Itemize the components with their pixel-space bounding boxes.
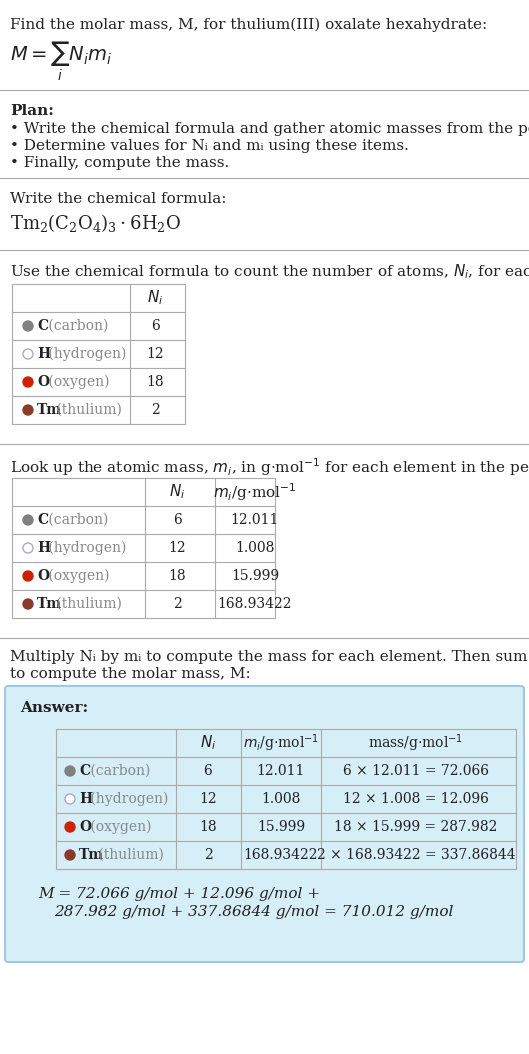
Bar xyxy=(56,729,516,868)
Bar xyxy=(12,284,185,424)
Text: C: C xyxy=(37,319,48,333)
Circle shape xyxy=(23,515,33,525)
Text: 12.011: 12.011 xyxy=(257,764,305,778)
Text: 15.999: 15.999 xyxy=(257,820,305,834)
Circle shape xyxy=(65,822,75,832)
Text: 2: 2 xyxy=(204,848,212,862)
Text: $M = \sum_i N_i m_i$: $M = \sum_i N_i m_i$ xyxy=(10,40,112,83)
Text: 1.008: 1.008 xyxy=(235,541,275,555)
Text: 2: 2 xyxy=(151,403,159,417)
Text: 12: 12 xyxy=(146,347,164,362)
Circle shape xyxy=(65,794,75,804)
Text: 6: 6 xyxy=(204,764,212,778)
Text: $m_i$/g$\cdot$mol$^{-1}$: $m_i$/g$\cdot$mol$^{-1}$ xyxy=(243,733,319,754)
Circle shape xyxy=(23,349,33,359)
Text: 1.008: 1.008 xyxy=(261,792,300,806)
Text: Use the chemical formula to count the number of atoms, $N_i$, for each element:: Use the chemical formula to count the nu… xyxy=(10,262,529,280)
Text: (thulium): (thulium) xyxy=(52,597,122,611)
Text: $N_i$: $N_i$ xyxy=(169,483,185,502)
Text: Plan:: Plan: xyxy=(10,104,54,118)
Text: O: O xyxy=(37,375,49,389)
Text: Multiply Nᵢ by mᵢ to compute the mass for each element. Then sum those values: Multiply Nᵢ by mᵢ to compute the mass fo… xyxy=(10,650,529,664)
Text: (carbon): (carbon) xyxy=(44,319,109,333)
Text: O: O xyxy=(79,820,91,834)
Text: Write the chemical formula:: Write the chemical formula: xyxy=(10,192,226,206)
Text: Answer:: Answer: xyxy=(20,701,88,715)
FancyBboxPatch shape xyxy=(5,686,524,962)
Circle shape xyxy=(65,850,75,860)
Text: 2 × 168.93422 = 337.86844: 2 × 168.93422 = 337.86844 xyxy=(317,848,515,862)
Circle shape xyxy=(23,321,33,331)
Text: 12: 12 xyxy=(199,792,217,806)
Text: 12.011: 12.011 xyxy=(231,513,279,527)
Text: H: H xyxy=(37,347,50,362)
Text: (hydrogen): (hydrogen) xyxy=(44,541,127,555)
Circle shape xyxy=(23,405,33,415)
Text: Find the molar mass, M, for thulium(III) oxalate hexahydrate:: Find the molar mass, M, for thulium(III)… xyxy=(10,18,487,33)
Text: 6: 6 xyxy=(172,513,181,527)
Text: $\mathregular{Tm_2(C_2O_4)_3 \cdot 6H_2O}$: $\mathregular{Tm_2(C_2O_4)_3 \cdot 6H_2O… xyxy=(10,212,181,234)
Text: Tm: Tm xyxy=(37,597,62,611)
Text: (thulium): (thulium) xyxy=(94,848,164,862)
Text: to compute the molar mass, M:: to compute the molar mass, M: xyxy=(10,667,251,681)
Text: 12 × 1.008 = 12.096: 12 × 1.008 = 12.096 xyxy=(343,792,489,806)
Text: $N_i$: $N_i$ xyxy=(200,734,216,753)
Text: 12: 12 xyxy=(168,541,186,555)
Text: $m_i$/g$\cdot$mol$^{-1}$: $m_i$/g$\cdot$mol$^{-1}$ xyxy=(213,481,297,503)
Text: • Write the chemical formula and gather atomic masses from the periodic table.: • Write the chemical formula and gather … xyxy=(10,122,529,136)
Text: Look up the atomic mass, $m_i$, in g$\cdot$mol$^{-1}$ for each element in the pe: Look up the atomic mass, $m_i$, in g$\cd… xyxy=(10,456,529,477)
Bar xyxy=(12,479,275,618)
Text: H: H xyxy=(79,792,92,806)
Text: 18: 18 xyxy=(168,569,186,583)
Text: • Determine values for Nᵢ and mᵢ using these items.: • Determine values for Nᵢ and mᵢ using t… xyxy=(10,139,409,153)
Text: (carbon): (carbon) xyxy=(87,764,151,778)
Circle shape xyxy=(23,599,33,609)
Text: C: C xyxy=(79,764,90,778)
Text: (thulium): (thulium) xyxy=(52,403,122,417)
Text: H: H xyxy=(37,541,50,555)
Text: 18: 18 xyxy=(199,820,217,834)
Text: Tm: Tm xyxy=(79,848,104,862)
Text: Tm: Tm xyxy=(37,403,62,417)
Text: 18: 18 xyxy=(146,375,164,389)
Text: (oxygen): (oxygen) xyxy=(87,820,152,834)
Text: $N_i$: $N_i$ xyxy=(147,289,163,308)
Text: 2: 2 xyxy=(172,597,181,611)
Text: 15.999: 15.999 xyxy=(231,569,279,583)
Text: O: O xyxy=(37,569,49,583)
Text: C: C xyxy=(37,513,48,527)
Circle shape xyxy=(23,571,33,581)
Text: 18 × 15.999 = 287.982: 18 × 15.999 = 287.982 xyxy=(334,820,498,834)
Text: 6 × 12.011 = 72.066: 6 × 12.011 = 72.066 xyxy=(343,764,489,778)
Text: mass/g$\cdot$mol$^{-1}$: mass/g$\cdot$mol$^{-1}$ xyxy=(368,733,463,754)
Circle shape xyxy=(23,543,33,553)
Text: M = 72.066 g/mol + 12.096 g/mol +: M = 72.066 g/mol + 12.096 g/mol + xyxy=(38,887,320,901)
Circle shape xyxy=(23,377,33,387)
Text: (oxygen): (oxygen) xyxy=(44,375,110,389)
Text: 6: 6 xyxy=(151,319,159,333)
Text: (oxygen): (oxygen) xyxy=(44,569,110,583)
Circle shape xyxy=(65,766,75,776)
Text: 168.93422: 168.93422 xyxy=(218,597,292,611)
Text: 168.93422: 168.93422 xyxy=(244,848,318,862)
Text: (carbon): (carbon) xyxy=(44,513,109,527)
Text: (hydrogen): (hydrogen) xyxy=(87,792,169,806)
Text: • Finally, compute the mass.: • Finally, compute the mass. xyxy=(10,156,229,170)
Text: 287.982 g/mol + 337.86844 g/mol = 710.012 g/mol: 287.982 g/mol + 337.86844 g/mol = 710.01… xyxy=(54,905,453,919)
Text: (hydrogen): (hydrogen) xyxy=(44,347,127,362)
